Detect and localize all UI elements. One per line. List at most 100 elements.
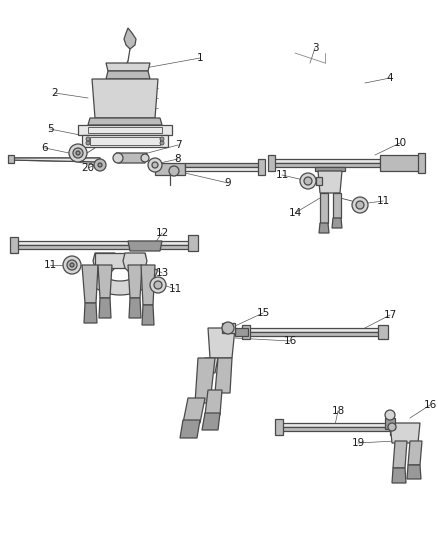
Polygon shape — [385, 418, 395, 429]
Polygon shape — [319, 223, 329, 233]
Polygon shape — [10, 237, 18, 253]
Circle shape — [352, 197, 368, 213]
Text: 11: 11 — [168, 284, 182, 294]
Polygon shape — [392, 468, 406, 483]
Text: 11: 11 — [276, 170, 289, 180]
Polygon shape — [202, 413, 220, 430]
Polygon shape — [242, 325, 250, 339]
Circle shape — [76, 151, 80, 155]
Text: 6: 6 — [42, 143, 48, 153]
Text: 5: 5 — [47, 124, 53, 134]
Text: 8: 8 — [175, 154, 181, 164]
Circle shape — [70, 263, 74, 267]
Polygon shape — [195, 358, 215, 403]
Text: 14: 14 — [288, 208, 302, 218]
Polygon shape — [418, 153, 425, 173]
Circle shape — [356, 201, 364, 209]
Text: 19: 19 — [351, 438, 364, 448]
Polygon shape — [106, 71, 150, 79]
Polygon shape — [10, 158, 100, 162]
Polygon shape — [333, 193, 341, 218]
Polygon shape — [10, 158, 100, 162]
Text: 20: 20 — [81, 163, 95, 173]
Polygon shape — [142, 305, 154, 325]
Polygon shape — [268, 155, 275, 171]
Polygon shape — [82, 268, 158, 295]
Circle shape — [388, 423, 396, 431]
Circle shape — [154, 281, 162, 289]
Polygon shape — [8, 155, 14, 163]
Text: 4: 4 — [387, 73, 393, 83]
Polygon shape — [180, 420, 200, 438]
Polygon shape — [390, 423, 420, 443]
Circle shape — [86, 137, 90, 141]
Polygon shape — [200, 358, 218, 373]
Polygon shape — [278, 427, 390, 431]
Circle shape — [94, 159, 106, 171]
Circle shape — [148, 158, 162, 172]
Circle shape — [152, 162, 158, 168]
Polygon shape — [245, 328, 380, 332]
Polygon shape — [270, 163, 380, 167]
Polygon shape — [12, 241, 190, 245]
Polygon shape — [208, 328, 235, 358]
Text: 9: 9 — [225, 178, 231, 188]
Polygon shape — [12, 245, 190, 249]
Polygon shape — [320, 193, 328, 223]
Circle shape — [63, 256, 81, 274]
Polygon shape — [332, 218, 342, 228]
Text: 10: 10 — [393, 138, 406, 148]
Polygon shape — [393, 441, 407, 468]
Text: 18: 18 — [332, 406, 345, 416]
Polygon shape — [205, 390, 222, 415]
Polygon shape — [185, 163, 260, 167]
Polygon shape — [318, 171, 342, 193]
Polygon shape — [270, 159, 380, 163]
Polygon shape — [188, 235, 198, 251]
Polygon shape — [316, 177, 322, 185]
Polygon shape — [84, 303, 97, 323]
Polygon shape — [183, 398, 205, 423]
Text: 11: 11 — [43, 260, 57, 270]
Circle shape — [150, 277, 166, 293]
Circle shape — [98, 163, 102, 167]
Polygon shape — [95, 253, 145, 268]
Polygon shape — [258, 159, 265, 175]
Text: 3: 3 — [312, 43, 318, 53]
Polygon shape — [129, 298, 141, 318]
Polygon shape — [185, 167, 260, 171]
Polygon shape — [380, 155, 420, 171]
Polygon shape — [82, 135, 168, 147]
Circle shape — [160, 141, 164, 145]
Polygon shape — [98, 265, 112, 298]
Circle shape — [67, 260, 77, 270]
Circle shape — [160, 137, 164, 141]
Circle shape — [73, 148, 83, 158]
Circle shape — [141, 154, 149, 162]
Polygon shape — [235, 328, 248, 336]
Text: 13: 13 — [155, 268, 169, 278]
Circle shape — [304, 177, 312, 185]
Polygon shape — [78, 125, 172, 135]
Polygon shape — [245, 332, 380, 336]
Circle shape — [385, 410, 395, 420]
Text: 12: 12 — [155, 228, 169, 238]
Circle shape — [113, 153, 123, 163]
Polygon shape — [407, 465, 421, 479]
Polygon shape — [82, 265, 98, 303]
Polygon shape — [92, 79, 158, 118]
Circle shape — [300, 173, 316, 189]
Polygon shape — [123, 253, 147, 278]
Text: 2: 2 — [52, 88, 58, 98]
Circle shape — [86, 141, 90, 145]
Polygon shape — [275, 419, 283, 435]
Polygon shape — [106, 63, 150, 71]
Polygon shape — [315, 167, 345, 171]
Polygon shape — [215, 358, 232, 393]
Circle shape — [222, 322, 234, 334]
Polygon shape — [128, 241, 162, 251]
Text: 16: 16 — [424, 400, 437, 410]
Text: 17: 17 — [383, 310, 397, 320]
Polygon shape — [222, 323, 235, 333]
Text: 7: 7 — [175, 140, 181, 150]
